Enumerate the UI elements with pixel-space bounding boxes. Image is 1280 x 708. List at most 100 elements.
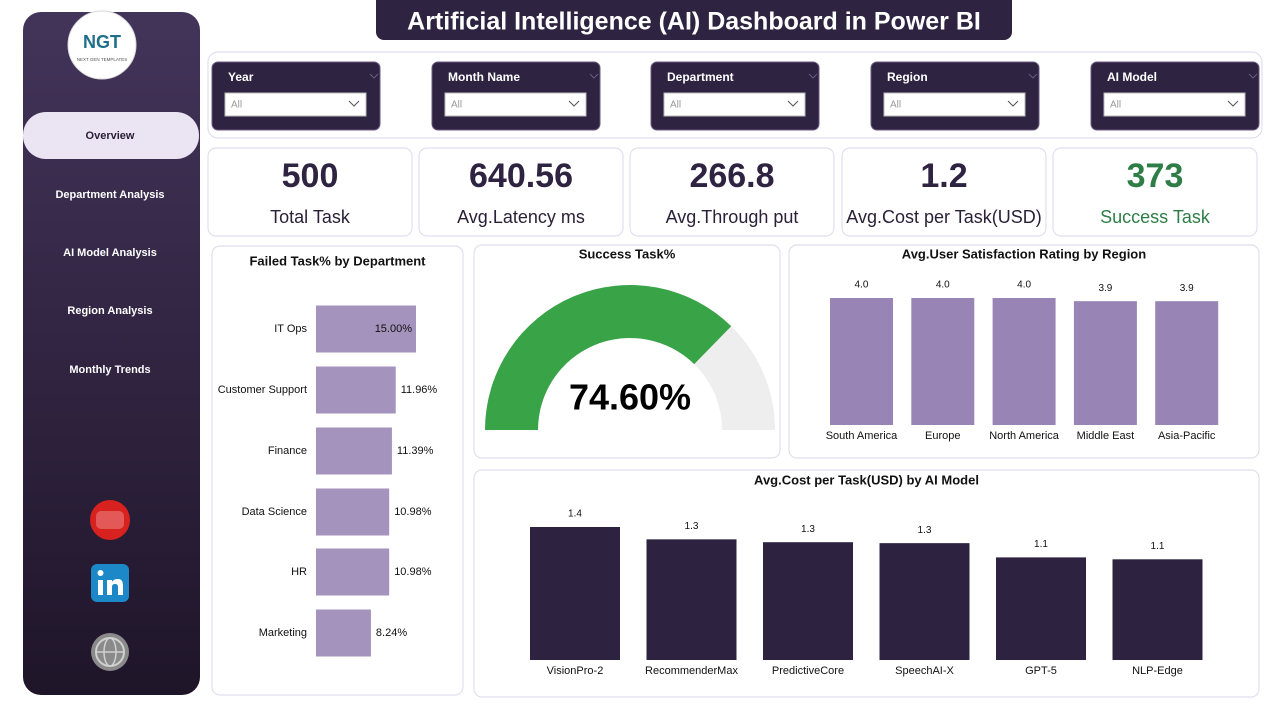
column — [763, 542, 853, 660]
chart-panel — [473, 244, 781, 459]
column — [646, 539, 737, 660]
category-label: Europe — [925, 430, 960, 442]
value-label: 10.98% — [394, 566, 432, 578]
dropdown[interactable] — [663, 92, 806, 117]
linkedin-icon[interactable] — [91, 564, 129, 602]
category-label: Middle East — [1077, 430, 1134, 442]
chart-title: Avg.User Satisfaction Rating by Region — [902, 246, 1146, 261]
value-label: 8.24% — [376, 627, 407, 639]
value-label: 4.0 — [1017, 280, 1031, 291]
filter-label: Month Name — [448, 70, 520, 84]
kpi-value: 373 — [1127, 157, 1184, 195]
dropdown-value: All — [231, 100, 242, 111]
kpi-value: 640.56 — [469, 157, 573, 195]
nav-item[interactable]: Monthly Trends — [69, 364, 150, 376]
column — [911, 298, 975, 425]
column — [530, 527, 620, 660]
value-label: 15.00% — [375, 323, 413, 335]
kpi-value: 1.2 — [920, 157, 967, 195]
gauge-label: 74.60% — [569, 377, 691, 418]
column — [992, 298, 1056, 425]
value-label: 1.1 — [1151, 541, 1165, 552]
dropdown[interactable] — [1103, 92, 1246, 117]
chart-title: Success Task% — [579, 246, 676, 261]
category-label: IT Ops — [274, 323, 307, 335]
category-label: Customer Support — [218, 384, 307, 396]
kpi-value: 266.8 — [689, 157, 774, 195]
column — [1155, 301, 1219, 425]
category-label: South America — [826, 430, 898, 442]
gauge-value — [485, 285, 732, 430]
nav-item[interactable]: Department Analysis — [55, 189, 164, 201]
sidebar — [23, 12, 200, 695]
chart-title: Avg.Cost per Task(USD) by AI Model — [754, 472, 979, 487]
dropdown-value: All — [670, 100, 681, 111]
bar — [316, 305, 416, 353]
filter-label: Region — [887, 70, 928, 84]
filter-label: AI Model — [1107, 70, 1157, 84]
category-label: Finance — [268, 445, 307, 457]
dropdown-chevron — [1227, 100, 1239, 107]
category-label: Marketing — [259, 627, 307, 639]
dropdown[interactable] — [444, 92, 587, 117]
value-label: 1.4 — [568, 509, 582, 520]
value-label: 10.98% — [394, 506, 432, 518]
kpi-label: Success Task — [1100, 207, 1211, 227]
dropdown-chevron — [348, 100, 360, 107]
category-label: Data Science — [242, 506, 307, 518]
category-label: GPT-5 — [1025, 665, 1057, 677]
nav-active[interactable] — [23, 112, 199, 159]
chart-title: Failed Task% by Department — [249, 253, 426, 268]
column — [1073, 301, 1137, 425]
category-label: North America — [989, 430, 1060, 442]
filter-chevron — [1028, 73, 1038, 79]
kpi-card — [841, 147, 1047, 237]
bar — [316, 609, 371, 657]
youtube-icon[interactable] — [90, 500, 130, 540]
logo-text: NGT — [83, 32, 121, 52]
category-label: VisionPro-2 — [547, 665, 604, 677]
dropdown-value: All — [451, 100, 462, 111]
column — [1112, 559, 1203, 660]
filter-label: Year — [228, 70, 254, 84]
kpi-label: Avg.Latency ms — [457, 207, 585, 227]
category-label: RecommenderMax — [645, 665, 738, 677]
dropdown[interactable] — [224, 92, 367, 117]
category-label: Asia-Pacific — [1158, 430, 1216, 442]
value-label: 11.96% — [401, 384, 438, 396]
dashboard-title: Artificial Intelligence (AI) Dashboard i… — [407, 8, 981, 36]
dropdown-chevron — [1007, 100, 1019, 107]
kpi-card — [1052, 147, 1258, 237]
kpi-value: 500 — [282, 157, 339, 195]
column — [996, 557, 1086, 660]
value-label: 4.0 — [936, 280, 950, 291]
nav-item[interactable]: Overview — [86, 130, 135, 142]
title-bar — [376, 0, 1012, 40]
column — [879, 543, 970, 660]
value-label: 4.0 — [855, 280, 869, 291]
category-label: HR — [291, 566, 307, 578]
dropdown-value: All — [890, 100, 901, 111]
dropdown-chevron — [787, 100, 799, 107]
kpi-card — [207, 147, 413, 237]
value-label: 3.9 — [1180, 283, 1194, 294]
filter-chevron — [808, 73, 818, 79]
filter-chevron — [369, 73, 379, 79]
bar — [316, 366, 396, 414]
value-label: 11.39% — [397, 445, 434, 457]
web-icon[interactable] — [91, 633, 129, 671]
dropdown[interactable] — [883, 92, 1026, 117]
kpi-card — [629, 147, 835, 237]
column — [830, 298, 893, 425]
nav-item[interactable]: Region Analysis — [67, 305, 152, 317]
category-label: PredictiveCore — [772, 665, 844, 677]
value-label: 3.9 — [1098, 283, 1112, 294]
bar — [316, 427, 392, 475]
value-label: 1.3 — [918, 525, 932, 536]
value-label: 1.3 — [801, 524, 815, 535]
kpi-card — [418, 147, 624, 237]
bar — [316, 548, 390, 596]
nav-item[interactable]: AI Model Analysis — [63, 247, 157, 259]
